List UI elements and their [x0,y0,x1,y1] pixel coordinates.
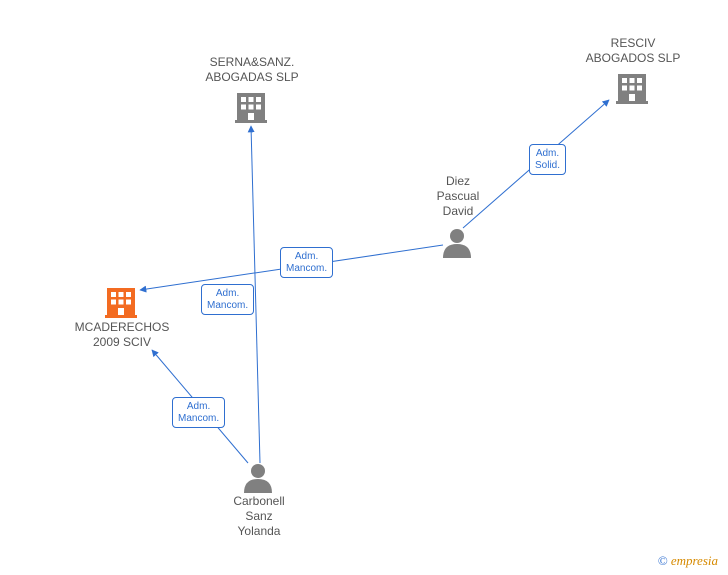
node-serna-icon[interactable] [235,93,267,123]
edge-label-adm-solid: Adm. Solid. [529,144,566,175]
copyright-symbol: © [658,553,668,568]
node-resciv-label[interactable]: RESCIV ABOGADOS SLP [563,36,703,66]
diagram-canvas [0,0,728,575]
node-diez-label[interactable]: Diez Pascual David [408,174,508,219]
node-mcaderechos-label[interactable]: MCADERECHOS 2009 SCIV [52,320,192,350]
node-resciv-icon[interactable] [616,74,648,104]
node-mcaderechos-icon[interactable] [105,288,137,318]
node-carbonell-label[interactable]: Carbonell Sanz Yolanda [209,494,309,539]
edge-label-adm-mancom-2: Adm. Mancom. [172,397,225,428]
node-serna-label[interactable]: SERNA&SANZ. ABOGADAS SLP [182,55,322,85]
node-diez-icon[interactable] [443,229,471,258]
edge-label-adm-mancom-1: Adm. Mancom. [280,247,333,278]
watermark: ©empresia [658,553,718,569]
edge-label-adm-mancom-3: Adm. Mancom. [201,284,254,315]
watermark-brand: empresia [671,553,718,568]
node-carbonell-icon[interactable] [244,464,272,493]
